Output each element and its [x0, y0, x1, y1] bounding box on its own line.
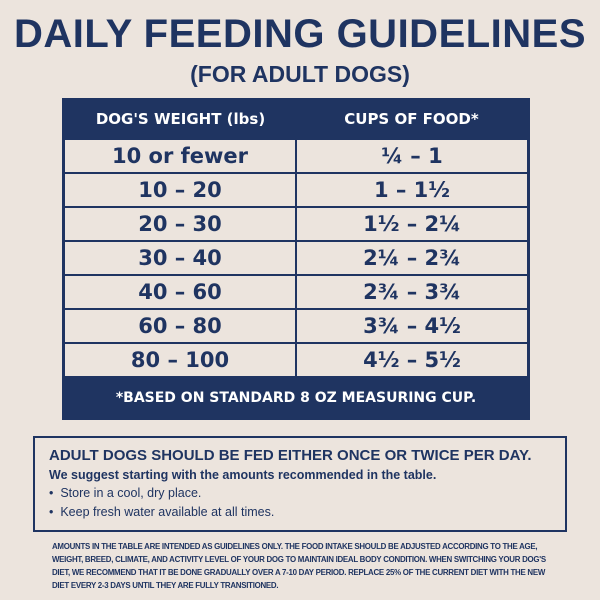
page-subtitle: (FOR ADULT DOGS) [190, 61, 410, 87]
weight-cell: 60 – 80 [65, 310, 297, 342]
table-row: 10 or fewer ¼ – 1 [65, 140, 527, 172]
cups-cell: 2¼ – 2¾ [363, 246, 461, 270]
weight-cell: 20 – 30 [65, 208, 297, 240]
table-header: DOG'S WEIGHT (lbs) CUPS OF FOOD* [65, 98, 527, 140]
table-row: 60 – 80 3¾ – 4½ [65, 310, 527, 342]
table-row: 80 – 100 4½ – 5½ [65, 344, 527, 376]
disclaimer: AMOUNTS IN THE TABLE ARE INTENDED AS GUI… [52, 541, 546, 590]
cups-cell: 4½ – 5½ [363, 348, 461, 372]
cups-cell: ¼ – 1 [381, 144, 443, 168]
weight-cell: 40 – 60 [65, 276, 297, 308]
feeding-tips-box: ADULT DOGS SHOULD BE FED EITHER ONCE OR … [33, 436, 567, 532]
table-footnote: *BASED ON STANDARD 8 OZ MEASURING CUP. [115, 390, 477, 406]
tip-bullet: • Store in a cool, dry place. [49, 486, 202, 500]
cups-cell: 3¾ – 4½ [363, 314, 461, 338]
weight-cell: 10 – 20 [65, 174, 297, 206]
cups-cell: 2¾ – 3¾ [363, 280, 461, 304]
tips-subheading: We suggest starting with the amounts rec… [49, 468, 437, 482]
table-row: 20 – 30 1½ – 2¼ [65, 208, 527, 240]
feeding-table: DOG'S WEIGHT (lbs) CUPS OF FOOD* 10 or f… [62, 98, 530, 420]
table-body: 10 or fewer ¼ – 1 10 – 20 1 – 1½ 20 – 30 1½ –… [65, 140, 527, 376]
weight-cell: 80 – 100 [65, 344, 297, 376]
table-row: 30 – 40 2¼ – 2¾ [65, 242, 527, 274]
header-cups: CUPS OF FOOD* [344, 110, 479, 128]
header-weight: DOG'S WEIGHT (lbs) [95, 110, 266, 128]
table-row: 40 – 60 2¾ – 3¾ [65, 276, 527, 308]
weight-cell: 30 – 40 [65, 242, 297, 274]
table-row: 10 – 20 1 – 1½ [65, 174, 527, 206]
tip-text: Keep fresh water available at all times. [60, 505, 275, 519]
weight-cell: 10 or fewer [65, 140, 297, 172]
tip-bullet: • Keep fresh water available at all time… [49, 505, 275, 519]
cups-cell: 1 – 1½ [373, 178, 451, 202]
tips-heading: ADULT DOGS SHOULD BE FED EITHER ONCE OR … [49, 447, 532, 464]
tip-text: Store in a cool, dry place. [60, 486, 202, 500]
cups-cell: 1½ – 2¼ [363, 212, 461, 236]
page-title: DAILY FEEDING GUIDELINES [13, 12, 587, 56]
